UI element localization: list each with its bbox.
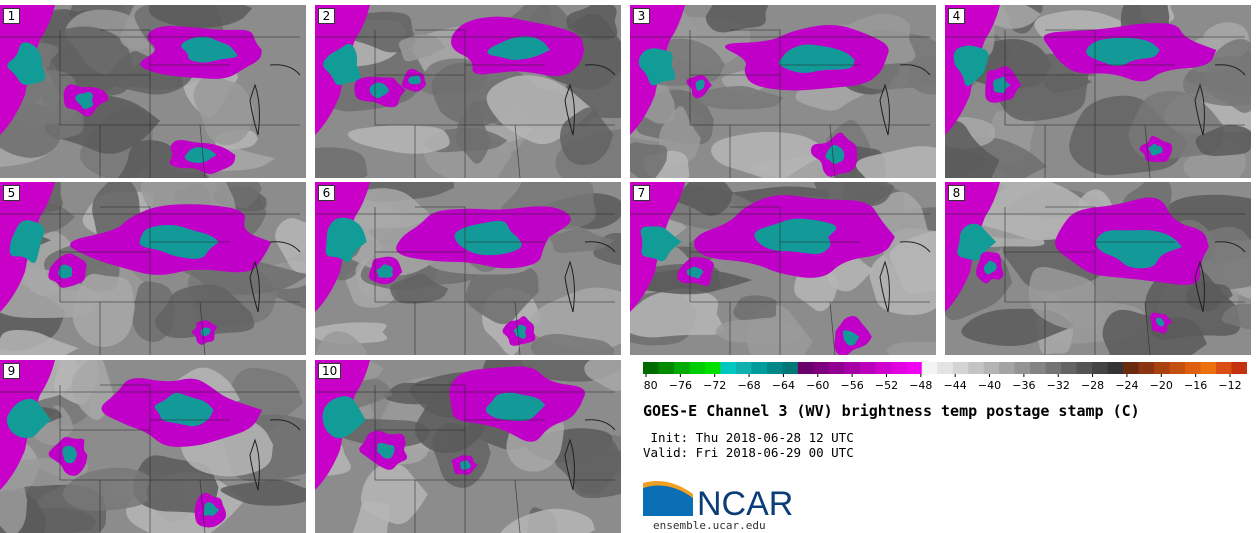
colorbar-swatch [1076, 362, 1093, 374]
website-url: ensemble.ucar.edu [653, 519, 766, 532]
colorbar-swatch [689, 362, 706, 374]
colorbar-swatch [1123, 362, 1140, 374]
satellite-imagery [0, 5, 306, 178]
colorbar [643, 362, 1247, 374]
colorbar-swatch [1231, 362, 1247, 374]
colorbar-swatch [968, 362, 985, 374]
colorbar-swatch [875, 362, 892, 374]
satellite-imagery [315, 182, 621, 355]
satellite-imagery [0, 182, 306, 355]
colorbar-tick-label: −24 [1115, 379, 1138, 392]
colorbar-swatch [1030, 362, 1047, 374]
colorbar-swatch [1216, 362, 1233, 374]
panel-number-6: 6 [318, 185, 335, 201]
colorbar-swatch [704, 362, 722, 374]
colorbar-tick-label: −12 [1218, 379, 1241, 392]
colorbar-tick-label: −48 [909, 379, 932, 392]
legend-area: −80−76−72−68−64−60−56−52−48−44−40−36−32−… [640, 360, 1252, 532]
colorbar-swatch [859, 362, 876, 374]
colorbar-swatch [890, 362, 907, 374]
colorbar-swatch [1014, 362, 1031, 374]
colorbar-tick-label: −36 [1012, 379, 1035, 392]
ncar-logo: NCAR [643, 481, 793, 520]
colorbar-swatch [643, 362, 660, 374]
panel-number-5: 5 [3, 185, 20, 201]
colorbar-tick-label: −20 [1150, 379, 1173, 392]
map-panel-4: 4 [945, 5, 1251, 178]
map-panel-9: 9 [0, 360, 306, 533]
colorbar-swatch [658, 362, 675, 374]
satellite-imagery [945, 182, 1251, 355]
colorbar-tick-label: −80 [643, 379, 658, 392]
map-panel-3: 3 [630, 5, 936, 178]
map-panel-10: 10 [315, 360, 621, 533]
colorbar-tick-label: −52 [875, 379, 898, 392]
colorbar-swatch [1138, 362, 1155, 374]
colorbar-tick-label: −28 [1081, 379, 1104, 392]
colorbar-swatch [813, 362, 830, 374]
colorbar-tick-label: −76 [669, 379, 692, 392]
colorbar-swatch [828, 362, 845, 374]
colorbar-swatch [720, 362, 737, 374]
colorbar-swatch [1154, 362, 1171, 374]
panel-number-9: 9 [3, 363, 20, 379]
colorbar-tick-label: −16 [1184, 379, 1207, 392]
satellite-imagery [630, 182, 936, 355]
panel-number-1: 1 [3, 8, 20, 24]
colorbar-swatch [937, 362, 954, 374]
colorbar-swatch [906, 362, 923, 374]
colorbar-tick-label: −40 [978, 379, 1001, 392]
colorbar-swatch [1045, 362, 1062, 374]
colorbar-swatch [1169, 362, 1186, 374]
colorbar-tick-label: −44 [944, 379, 967, 392]
colorbar-swatch [751, 362, 768, 374]
map-panel-2: 2 [315, 5, 621, 178]
ncar-logo-text: NCAR [697, 485, 793, 520]
panel-number-10: 10 [318, 363, 342, 379]
colorbar-swatch [1185, 362, 1202, 374]
colorbar-tick-labels: −80−76−72−68−64−60−56−52−48−44−40−36−32−… [643, 374, 1242, 392]
satellite-imagery [945, 5, 1251, 178]
colorbar-swatch [782, 362, 799, 374]
colorbar-swatch [1061, 362, 1078, 374]
panel-number-8: 8 [948, 185, 965, 201]
colorbar-swatch [999, 362, 1016, 374]
colorbar-tick-label: −60 [806, 379, 829, 392]
colorbar-swatch [735, 362, 753, 374]
valid-time: Valid: Fri 2018-06-29 00 UTC [643, 445, 854, 460]
colorbar-tick-label: −64 [772, 379, 795, 392]
colorbar-swatch [1107, 362, 1124, 374]
panel-number-4: 4 [948, 8, 965, 24]
panel-number-7: 7 [633, 185, 650, 201]
colorbar-tick-label: −56 [841, 379, 864, 392]
ncar-logo-swoosh-icon [643, 484, 693, 516]
map-panel-6: 6 [315, 182, 621, 355]
map-panel-1: 1 [0, 5, 306, 178]
colorbar-tick-label: −32 [1047, 379, 1070, 392]
map-panel-5: 5 [0, 182, 306, 355]
colorbar-swatch [921, 362, 938, 374]
satellite-imagery [315, 5, 621, 178]
colorbar-swatch [673, 362, 691, 374]
init-time: Init: Thu 2018-06-28 12 UTC [643, 430, 854, 445]
satellite-imagery [315, 360, 621, 533]
satellite-imagery [630, 5, 936, 178]
satellite-imagery [0, 360, 306, 533]
colorbar-swatch [797, 362, 814, 374]
panel-number-3: 3 [633, 8, 650, 24]
colorbar-swatch [983, 362, 1000, 374]
panel-number-2: 2 [318, 8, 335, 24]
colorbar-tick-label: −72 [703, 379, 726, 392]
colorbar-swatch [1092, 362, 1109, 374]
map-panel-7: 7 [630, 182, 936, 355]
colorbar-swatch [844, 362, 861, 374]
colorbar-tick-label: −68 [737, 379, 760, 392]
colorbar-swatch [766, 362, 783, 374]
product-title: GOES-E Channel 3 (WV) brightness temp po… [643, 402, 1140, 420]
map-panel-8: 8 [945, 182, 1251, 355]
colorbar-swatch [952, 362, 969, 374]
colorbar-swatch [1200, 362, 1217, 374]
